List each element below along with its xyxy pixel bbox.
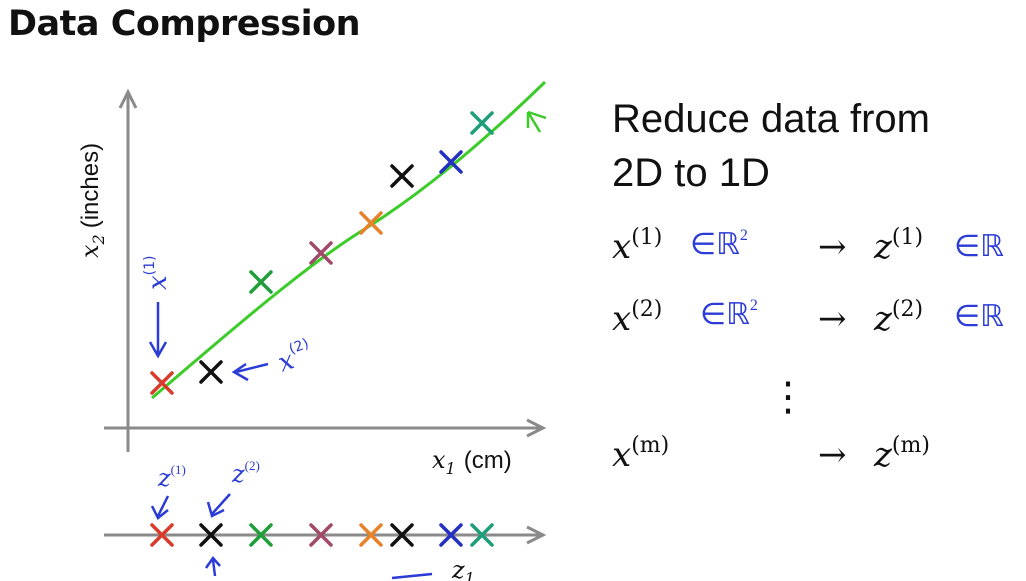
plot-axes	[104, 88, 547, 452]
y-axis-label: x2(inches)	[76, 143, 108, 258]
point-x2	[199, 360, 223, 384]
up-arrow-icon	[204, 555, 221, 577]
z-point-orange	[359, 523, 383, 547]
point-x1	[150, 371, 174, 395]
z-point-black-2	[390, 523, 414, 547]
mapping-row-2-z: z(2)	[873, 297, 923, 339]
mapping-row-1-x: x(1)	[612, 225, 662, 267]
mapping-row-2-x: x(2)	[612, 297, 662, 339]
mapping-row-1-z: z(1)	[873, 225, 923, 267]
mapping-row-1-zdomain: ∈ℝ	[954, 230, 1004, 263]
annotation-x1-label: x(1)	[142, 255, 173, 290]
mapping-row-1-arrow: →	[818, 227, 847, 267]
mapping-ellipsis: ⋮	[768, 374, 808, 420]
annotation-z2-label: z(2)	[231, 458, 260, 488]
description-line-1: Reduce data from	[612, 97, 930, 141]
description-line-2: 2D to 1D	[612, 151, 770, 195]
z-point-red	[150, 523, 174, 547]
annotation-x2	[231, 362, 269, 382]
point-orange	[359, 211, 383, 235]
data-points-1d	[150, 523, 494, 547]
annotation-z2	[206, 493, 231, 518]
x-axis-label: x1 (cm)	[432, 446, 512, 478]
mapping-row-m-arrow: →	[818, 435, 847, 475]
mapping-rows: x(1) ∈ℝ2 → z(1) ∈ℝ x(2) ∈ℝ2 → z(2) ∈ℝ ⋮ …	[612, 225, 1004, 475]
z-point-teal	[470, 523, 494, 547]
mapping-row-2-domain: ∈ℝ2	[700, 297, 758, 331]
annotation-z1-label: z(1)	[157, 462, 186, 492]
annotation-x2-label: x(2)	[273, 336, 317, 379]
mapping-row-1-domain: ∈ℝ2	[690, 227, 748, 261]
annotation-x1	[148, 302, 168, 359]
point-purple	[309, 241, 333, 265]
mapping-row-m-z: z(m)	[873, 433, 930, 475]
y-axis-arrowhead	[118, 88, 138, 109]
data-points-2d	[150, 111, 494, 395]
description-text: Reduce data from 2D to 1D	[612, 92, 930, 200]
mapping-row-m-x: x(m)	[612, 433, 669, 475]
z-axis-hand-arrow	[391, 572, 433, 580]
mapping-row-2-zdomain: ∈ℝ	[954, 300, 1004, 333]
z-point-black	[199, 523, 223, 547]
point-black	[390, 164, 414, 188]
point-teal	[470, 111, 494, 135]
z-point-purple	[309, 523, 333, 547]
z-point-green	[249, 523, 273, 547]
point-blue	[439, 150, 463, 174]
direction-arrow-icon	[526, 110, 547, 133]
slide-title: Data Compression	[8, 4, 361, 44]
mapping-row-2-arrow: →	[818, 299, 847, 339]
z-point-blue	[439, 523, 463, 547]
point-green	[249, 270, 273, 294]
x-axis-arrowhead	[526, 418, 547, 438]
z-axis-label: z1	[451, 556, 475, 581]
annotation-z1	[150, 495, 170, 520]
